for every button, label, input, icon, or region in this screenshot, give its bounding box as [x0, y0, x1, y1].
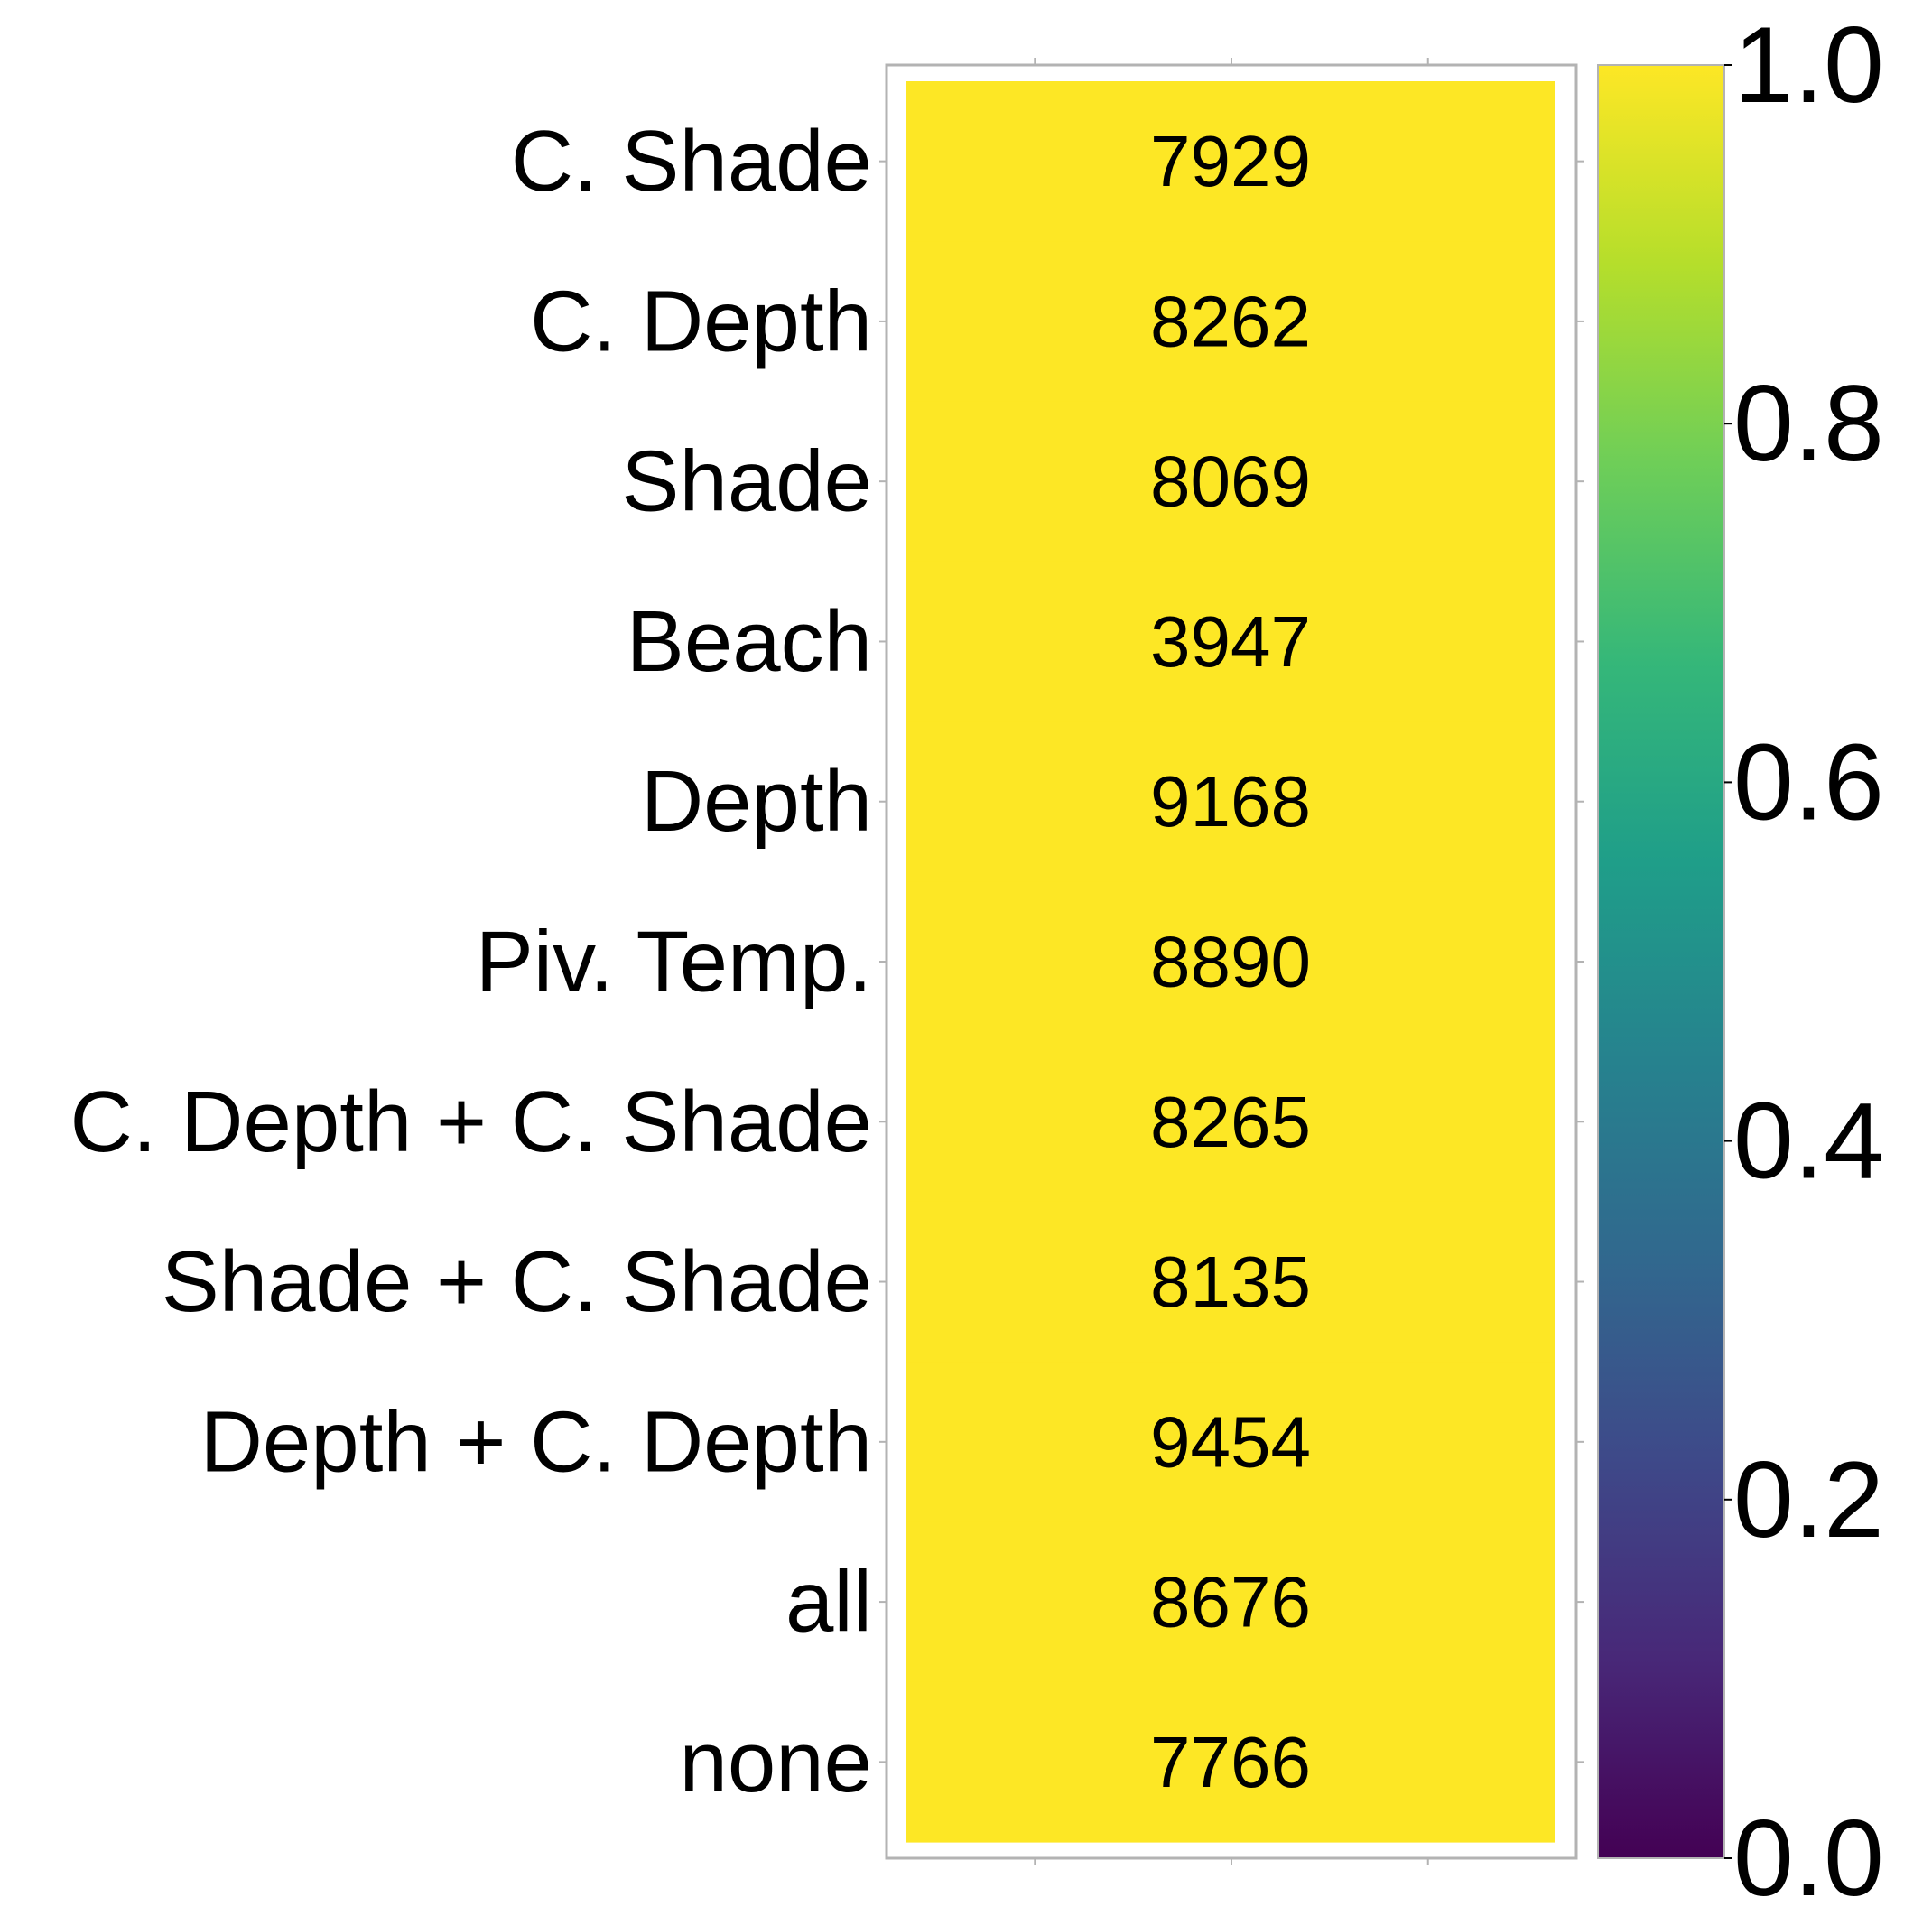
cell-value-label: 8676 [1150, 1562, 1311, 1642]
cell-value-label: 9168 [1150, 761, 1311, 842]
colorbar-bar [1597, 64, 1725, 1859]
heatmap-cell [906, 401, 1555, 563]
heatmap-cell [906, 241, 1555, 403]
row-label: C. Shade [511, 113, 872, 209]
cell-value-label: 8262 [1150, 281, 1311, 361]
cell-value-label: 7766 [1150, 1722, 1311, 1802]
colorbar-tick-label: 0.6 [1733, 721, 1884, 842]
colorbar-tick-label: 0.8 [1733, 363, 1884, 484]
row-label: Beach [627, 593, 872, 690]
colorbar-tick-label: 0.4 [1733, 1081, 1884, 1202]
colorbar-tick-label: 1.0 [1733, 5, 1884, 126]
row-label: Depth [641, 753, 872, 850]
cell-value-label: 8135 [1150, 1242, 1311, 1322]
heatmap-cell [906, 1201, 1555, 1363]
cell-value-label: 7929 [1150, 121, 1311, 201]
heatmap-cell [906, 881, 1555, 1043]
row-label: Shade + C. Shade [162, 1233, 872, 1330]
row-label: C. Depth + C. Shade [70, 1074, 872, 1170]
colorbar: 0.0 0.2 0.4 0.6 0.8 1.0 [1597, 5, 1884, 1907]
heatmap-cell [906, 561, 1555, 722]
row-label: none [679, 1714, 872, 1810]
cell-value-label: 8890 [1150, 922, 1311, 1002]
heatmap-cell [906, 1681, 1555, 1843]
row-label: Piv. Temp. [476, 914, 872, 1010]
row-label: Shade [621, 433, 872, 530]
heatmap-cell [906, 1362, 1555, 1523]
heatmap-cell [906, 1521, 1555, 1683]
row-label: C. Depth [530, 273, 872, 369]
heatmap-cell [906, 721, 1555, 882]
cell-value-label: 8265 [1150, 1082, 1311, 1162]
row-label: Depth + C. Depth [200, 1393, 872, 1490]
heatmap-panel: 7929 8262 8069 3947 9168 8890 8265 8135 9454 8676… [879, 58, 1584, 1865]
row-label: all [785, 1554, 872, 1651]
cell-value-label: 9454 [1150, 1401, 1311, 1482]
colorbar-tick-label: 0.0 [1733, 1798, 1884, 1907]
cell-value-label: 3947 [1150, 601, 1311, 682]
cell-value-label: 8069 [1150, 442, 1311, 522]
row-labels: C. Shade C. Depth Shade Beach Depth Piv. Temp… [70, 113, 872, 1810]
heatmap-cell [906, 81, 1555, 242]
heatmap-cell [906, 1041, 1555, 1203]
colorbar-tick-label: 0.2 [1733, 1439, 1884, 1560]
